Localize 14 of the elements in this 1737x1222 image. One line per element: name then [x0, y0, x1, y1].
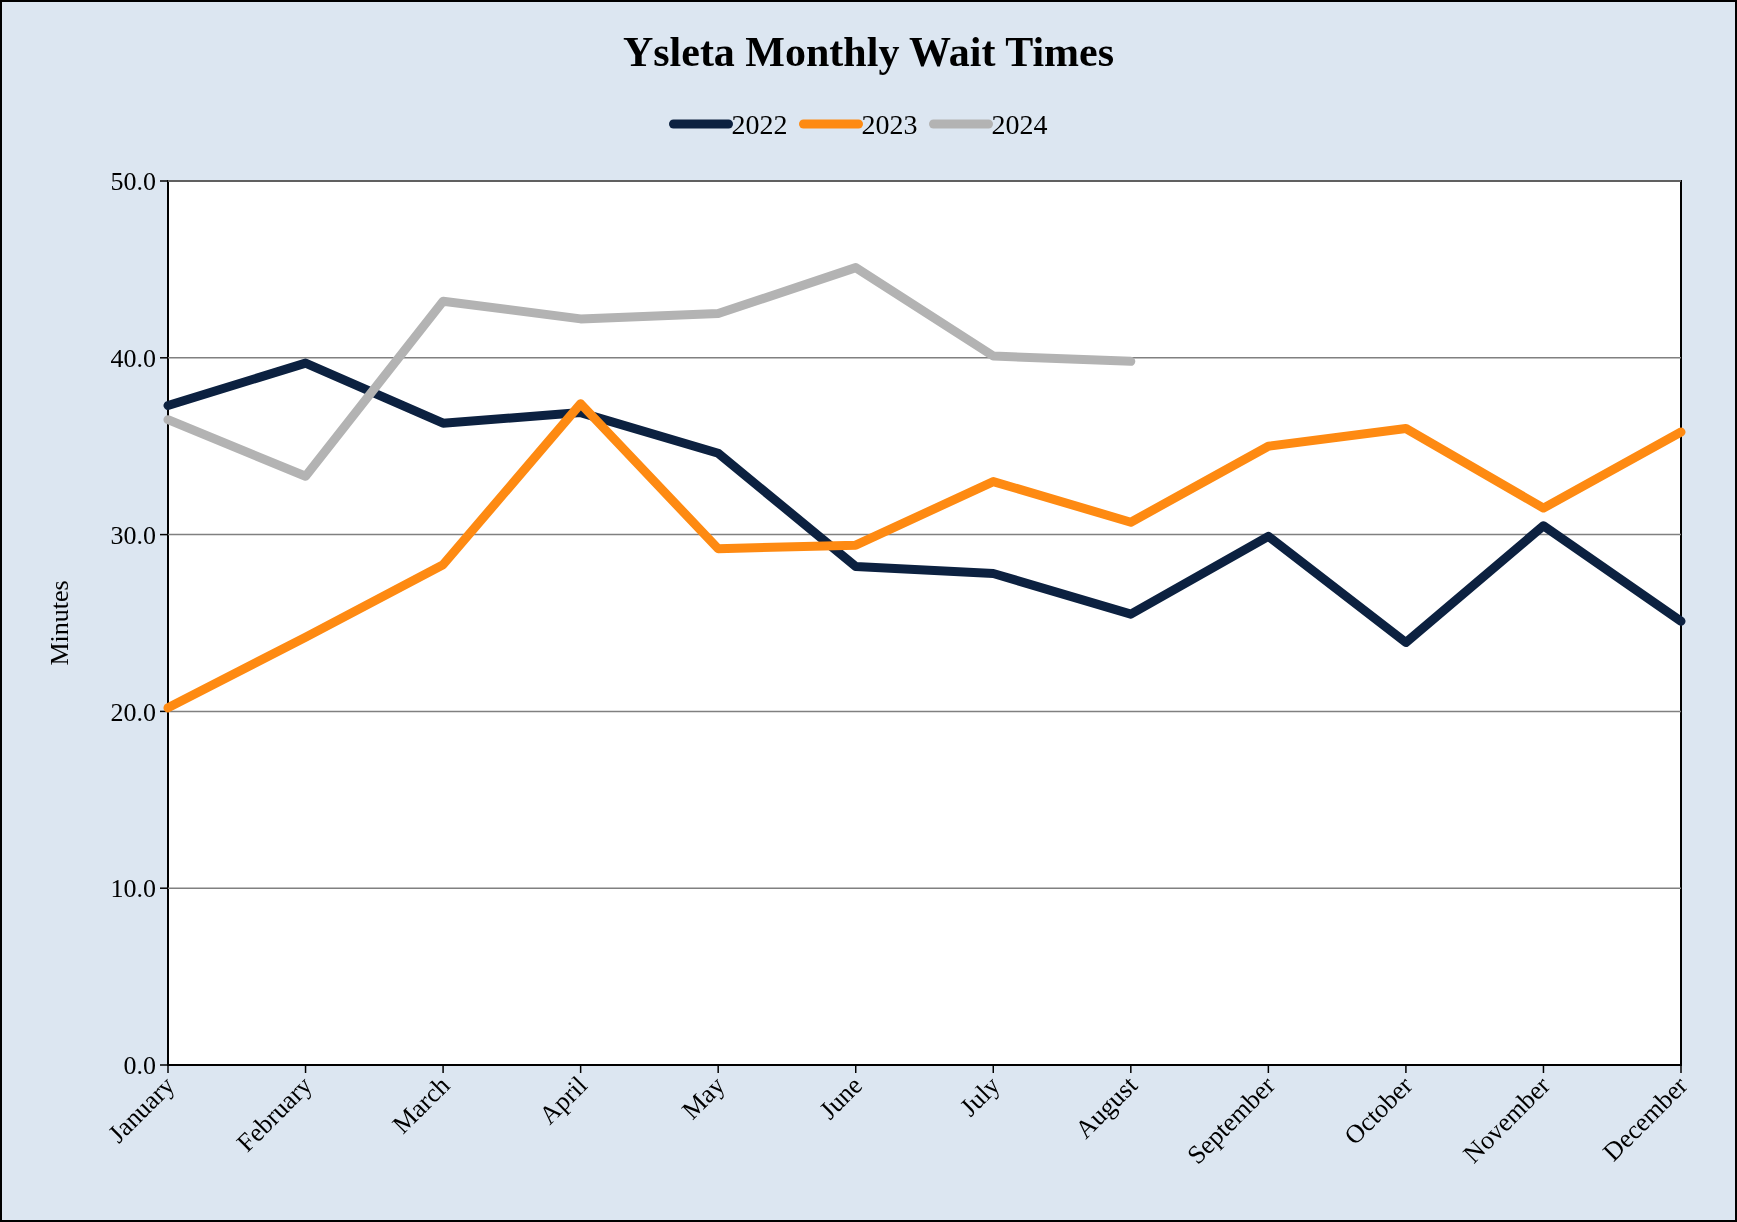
chart-title: Ysleta Monthly Wait Times	[622, 29, 1115, 75]
x-tick-label: May	[676, 1070, 731, 1125]
y-tick-label: 0.0	[123, 1051, 156, 1081]
x-tick-label: June	[813, 1070, 868, 1125]
y-tick-label: 30.0	[110, 520, 156, 550]
y-tick-label: 10.0	[110, 874, 156, 904]
x-tick-label: July	[954, 1070, 1006, 1122]
legend-label: 2024	[991, 108, 1048, 140]
y-tick-label: 20.0	[110, 697, 156, 727]
legend-label: 2023	[861, 108, 918, 140]
y-tick-label: 40.0	[110, 343, 156, 373]
y-axis-title: Minutes	[45, 580, 74, 666]
legend-label: 2022	[731, 108, 788, 140]
y-tick-label: 50.0	[110, 167, 156, 197]
